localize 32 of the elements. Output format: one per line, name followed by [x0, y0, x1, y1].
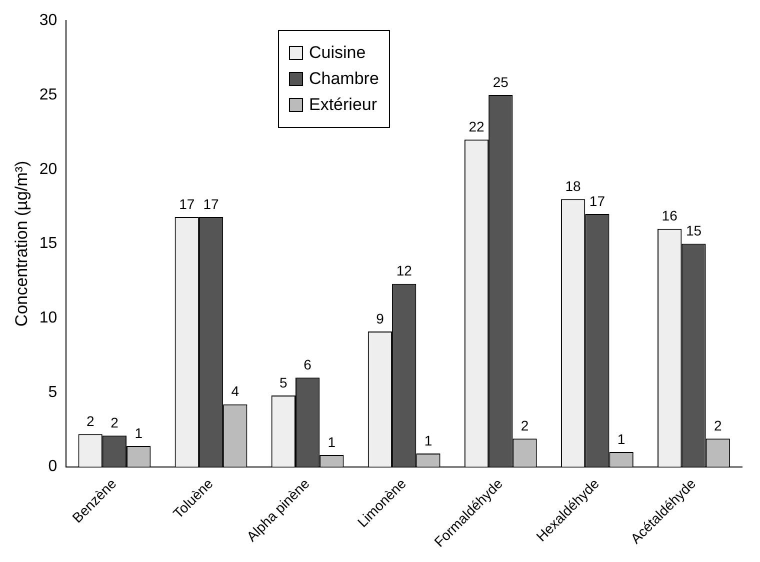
data-label: 25 — [492, 74, 509, 90]
data-label: 2 — [110, 414, 119, 430]
data-label: 2 — [86, 412, 94, 429]
data-label: 6 — [304, 356, 312, 372]
y-axis-title: Concentration (µg/m³) — [12, 160, 31, 327]
data-label: 9 — [376, 310, 384, 326]
data-label: 2 — [714, 417, 722, 434]
data-label: 18 — [565, 178, 582, 194]
y-tick-label: 15 — [39, 235, 58, 252]
data-label: 1 — [424, 432, 432, 448]
legend-label: Extérieur — [309, 95, 378, 115]
data-label: 17 — [589, 192, 606, 209]
data-label: 2 — [520, 417, 529, 434]
y-tick-label: 30 — [39, 12, 58, 30]
data-label: 12 — [396, 262, 412, 279]
data-label: 17 — [203, 196, 220, 212]
y-tick-label: 5 — [48, 384, 58, 401]
data-label: 22 — [468, 118, 485, 134]
legend-label: Chambre — [309, 69, 379, 89]
data-label: 5 — [280, 374, 288, 390]
data-label: 1 — [617, 430, 626, 447]
y-tick-label: 20 — [39, 160, 58, 178]
data-label: 4 — [231, 383, 240, 400]
y-tick-label: 25 — [39, 86, 58, 104]
y-tick-label: 0 — [48, 458, 58, 476]
data-label: 17 — [179, 196, 195, 212]
data-label: 16 — [662, 208, 678, 224]
y-tick-label: 10 — [39, 310, 58, 326]
data-label: 15 — [686, 222, 702, 239]
legend-label: Cuisine — [309, 43, 366, 63]
data-label: 1 — [134, 424, 143, 441]
data-label: 1 — [328, 434, 336, 450]
